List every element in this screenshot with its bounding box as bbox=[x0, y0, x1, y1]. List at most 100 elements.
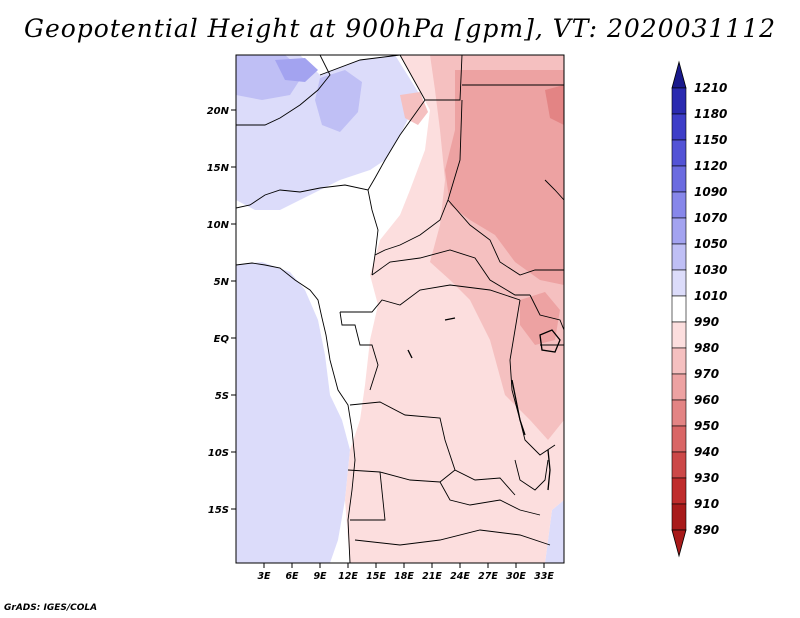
colorbar-box bbox=[671, 425, 687, 453]
border-eritrea bbox=[544, 179, 564, 201]
lon-label: 21E bbox=[422, 571, 442, 582]
lake-small-2 bbox=[407, 349, 413, 359]
chart-title: Geopotential Height at 900hPa [gpm], VT:… bbox=[23, 14, 777, 43]
lat-label: 10S bbox=[208, 448, 229, 459]
lon-label: 3E bbox=[257, 571, 271, 582]
colorbar-box bbox=[671, 477, 687, 505]
field-1010-atlantic bbox=[236, 262, 350, 563]
lake-tanganyika bbox=[511, 379, 526, 436]
colorbar-label: 930 bbox=[694, 471, 719, 485]
colorbar-label: 980 bbox=[694, 341, 719, 355]
lon-label: 6E bbox=[285, 571, 299, 582]
border-malawi bbox=[514, 459, 549, 491]
field-1010-sw-indian bbox=[545, 500, 564, 563]
colorbar-label: 990 bbox=[694, 315, 719, 329]
lon-axis: 3E 6E 9E 12E 15E 18E 21E 24E 27E 30E 33E bbox=[257, 563, 554, 582]
lon-label: 18E bbox=[394, 571, 414, 582]
colorbar-label: 970 bbox=[694, 367, 719, 381]
map-frame bbox=[235, 54, 565, 564]
border-nigeria-chad bbox=[367, 189, 379, 276]
colorbar-box bbox=[671, 87, 687, 115]
lat-label: 20N bbox=[207, 106, 230, 117]
colorbar-label: 910 bbox=[694, 497, 719, 511]
lat-label: 10N bbox=[207, 220, 230, 231]
colorbar-label: 1010 bbox=[694, 289, 727, 303]
colorbar-label: 1050 bbox=[694, 237, 727, 251]
colorbar-arrow-top bbox=[671, 60, 687, 89]
colorbar-label: 1120 bbox=[694, 159, 727, 173]
lon-label: 24E bbox=[450, 571, 470, 582]
colorbar-box bbox=[671, 451, 687, 479]
colorbar-label: 890 bbox=[694, 523, 719, 537]
border-niger-mali bbox=[236, 99, 426, 209]
border-car bbox=[371, 249, 530, 296]
colorbar-box bbox=[671, 503, 687, 531]
colorbar-box bbox=[671, 269, 687, 297]
border-angola-s bbox=[347, 469, 456, 483]
border-angola-drc bbox=[349, 401, 516, 496]
colorbar-box bbox=[671, 347, 687, 375]
lon-label: 27E bbox=[478, 571, 498, 582]
border-congo-n bbox=[340, 284, 521, 313]
field-1030-sahara bbox=[315, 70, 362, 132]
lon-label: 15E bbox=[366, 571, 386, 582]
field-970-patch bbox=[400, 92, 428, 125]
lat-label: 5S bbox=[215, 391, 229, 402]
field-960-band bbox=[445, 70, 564, 285]
lat-label: 5N bbox=[214, 277, 230, 288]
border-algeria bbox=[319, 55, 401, 76]
colorbar-labels: 1210 1180 1150 1120 1090 1070 1050 1030 … bbox=[694, 81, 727, 537]
colorbar-label: 1150 bbox=[694, 133, 727, 147]
field-950-patch bbox=[545, 85, 564, 125]
colorbar-label: 940 bbox=[694, 445, 719, 459]
colorbar-label: 1180 bbox=[694, 107, 727, 121]
colorbar-label: 960 bbox=[694, 393, 719, 407]
lake-small-1 bbox=[444, 317, 456, 321]
colorbar-arrow-bottom bbox=[671, 529, 687, 558]
border-libya bbox=[399, 55, 463, 101]
colorbar-label: 1070 bbox=[694, 211, 727, 225]
border-botswana bbox=[354, 529, 551, 546]
grads-credit: GrADS: IGES/COLA bbox=[4, 603, 98, 613]
colorbar-box bbox=[671, 373, 687, 401]
lat-label: 15N bbox=[207, 163, 230, 174]
colorbar-label: 1030 bbox=[694, 263, 727, 277]
border-zambia-s bbox=[439, 481, 541, 516]
lake-victoria bbox=[539, 329, 561, 353]
lat-label: 15S bbox=[208, 505, 229, 516]
lon-label: 30E bbox=[506, 571, 526, 582]
colorbar-box bbox=[671, 217, 687, 245]
border-chad bbox=[374, 99, 463, 256]
colorbar-boxes bbox=[671, 87, 687, 531]
colorbar-box bbox=[671, 295, 687, 323]
lon-label: 9E bbox=[313, 571, 327, 582]
border-east-drc bbox=[509, 299, 556, 456]
colorbar-box bbox=[671, 321, 687, 349]
colorbar-box bbox=[671, 399, 687, 427]
colorbar-box bbox=[671, 165, 687, 193]
field-960-lakes bbox=[520, 292, 560, 345]
colorbar-box bbox=[671, 113, 687, 141]
colorbar-box bbox=[671, 191, 687, 219]
border-sudan-s bbox=[447, 199, 564, 276]
colorbar-label: 1210 bbox=[694, 81, 727, 95]
field-1050-nw bbox=[275, 58, 318, 82]
border-gabon bbox=[339, 311, 379, 391]
colorbar-label: 1090 bbox=[694, 185, 727, 199]
lake-malawi bbox=[547, 449, 551, 491]
border-uganda bbox=[529, 294, 564, 331]
lon-label: 33E bbox=[534, 571, 554, 582]
country-borders bbox=[236, 55, 564, 563]
lat-axis: 20N 15N 10N 5N EQ 5S 10S 15S bbox=[207, 106, 236, 516]
colorbar-label: 950 bbox=[694, 419, 719, 433]
border-namibia bbox=[350, 471, 386, 521]
border-sahara-w bbox=[236, 55, 331, 126]
colorbar: 1210 1180 1150 1120 1090 1070 1050 1030 … bbox=[671, 60, 727, 558]
colorbar-box bbox=[671, 243, 687, 271]
map-field bbox=[236, 55, 564, 563]
lon-label: 12E bbox=[338, 571, 358, 582]
colorbar-box bbox=[671, 139, 687, 167]
lat-label: EQ bbox=[214, 334, 230, 345]
lakes bbox=[407, 317, 561, 491]
